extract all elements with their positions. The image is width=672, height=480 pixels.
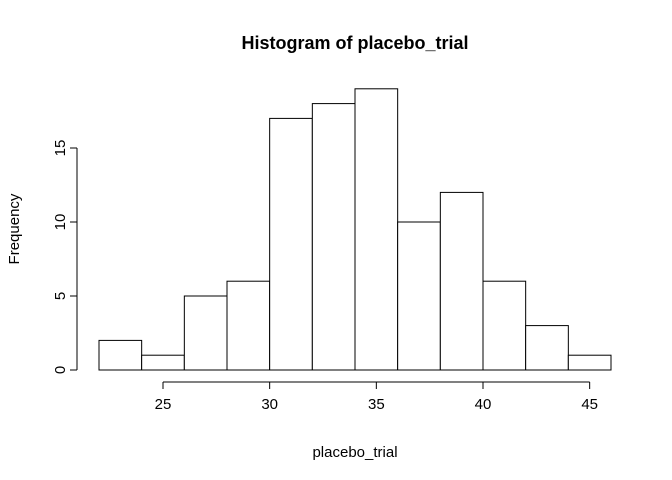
y-tick-label: 15	[52, 140, 69, 157]
y-axis: 0 5 10 15	[52, 140, 78, 374]
x-tick-label: 25	[155, 396, 172, 413]
histogram-bar-38-40	[439, 191, 484, 371]
histogram-bar-34-36	[354, 88, 399, 371]
x-tick-label: 30	[261, 396, 278, 413]
y-axis-label: Frequency	[6, 193, 23, 264]
histogram-bar-26-28	[183, 295, 228, 371]
histogram-bar-32-34	[311, 103, 356, 371]
y-tick-label: 5	[52, 292, 69, 300]
histogram-bar-24-26	[141, 354, 185, 371]
histogram-bar-42-44	[525, 325, 569, 371]
y-tick-label: 10	[52, 214, 69, 231]
histogram-bar-36-38	[397, 221, 441, 371]
x-tick-label: 40	[475, 396, 492, 413]
bars-group	[98, 88, 612, 371]
chart-title: Histogram of placebo_trial	[241, 33, 468, 53]
x-tick-label: 45	[581, 396, 598, 413]
x-axis: 25 30 35 40 45	[155, 381, 598, 413]
x-tick-label: 35	[368, 396, 385, 413]
histogram-bar-22-24	[98, 339, 143, 371]
histogram-bar-40-42	[482, 280, 527, 371]
histogram-bar-44-46	[567, 354, 612, 371]
x-axis-label: placebo_trial	[312, 444, 397, 461]
y-tick-label: 0	[52, 366, 69, 374]
histogram-bar-28-30	[226, 280, 271, 371]
histogram-bar-30-32	[269, 117, 313, 371]
